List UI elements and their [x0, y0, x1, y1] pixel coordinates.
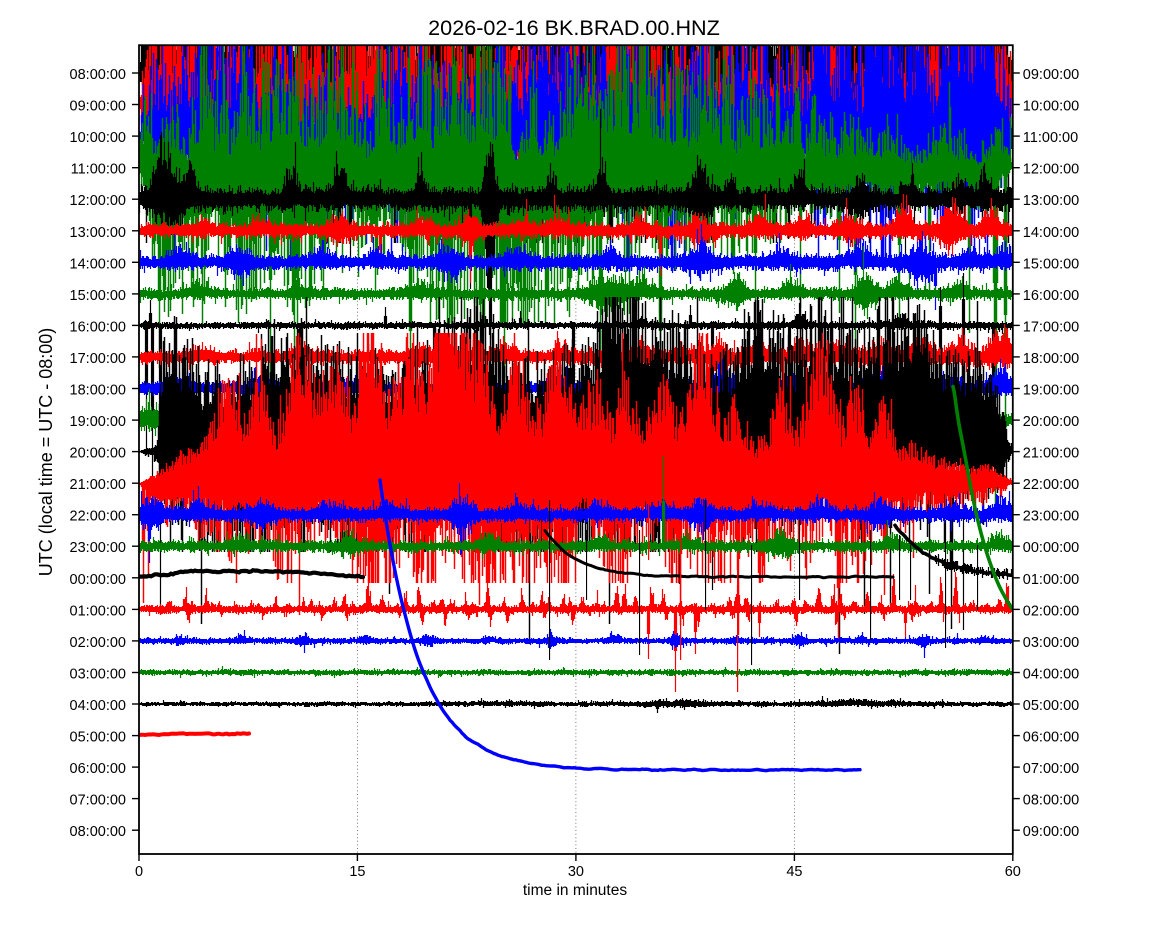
svg-text:16:00:00: 16:00:00: [1023, 288, 1079, 304]
svg-text:09:00:00: 09:00:00: [70, 99, 126, 115]
svg-text:14:00:00: 14:00:00: [1023, 225, 1079, 241]
svg-text:07:00:00: 07:00:00: [70, 793, 126, 809]
svg-text:45: 45: [786, 864, 802, 880]
svg-text:13:00:00: 13:00:00: [1023, 193, 1079, 209]
svg-text:02:00:00: 02:00:00: [70, 635, 126, 651]
svg-text:06:00:00: 06:00:00: [1023, 730, 1079, 746]
svg-text:23:00:00: 23:00:00: [1023, 509, 1079, 525]
svg-text:19:00:00: 19:00:00: [70, 414, 126, 430]
svg-text:05:00:00: 05:00:00: [1023, 698, 1079, 714]
svg-text:12:00:00: 12:00:00: [1023, 162, 1079, 178]
svg-text:14:00:00: 14:00:00: [70, 256, 126, 272]
svg-text:16:00:00: 16:00:00: [70, 319, 126, 335]
svg-text:00:00:00: 00:00:00: [70, 572, 126, 588]
svg-text:19:00:00: 19:00:00: [1023, 383, 1079, 399]
svg-text:09:00:00: 09:00:00: [1023, 67, 1079, 83]
svg-text:11:00:00: 11:00:00: [71, 162, 126, 178]
svg-text:21:00:00: 21:00:00: [1023, 446, 1079, 462]
svg-text:20:00:00: 20:00:00: [1023, 414, 1079, 430]
svg-text:01:00:00: 01:00:00: [70, 603, 126, 619]
svg-text:22:00:00: 22:00:00: [70, 509, 126, 525]
svg-text:10:00:00: 10:00:00: [70, 130, 126, 146]
svg-text:10:00:00: 10:00:00: [1023, 99, 1079, 115]
svg-text:15:00:00: 15:00:00: [1023, 256, 1079, 272]
svg-text:UTC (local time = UTC - 08:00): UTC (local time = UTC - 08:00): [36, 328, 56, 577]
svg-text:2026-02-16 BK.BRAD.00.HNZ: 2026-02-16 BK.BRAD.00.HNZ: [428, 15, 720, 40]
svg-text:06:00:00: 06:00:00: [70, 761, 126, 777]
svg-text:08:00:00: 08:00:00: [70, 824, 126, 840]
svg-text:09:00:00: 09:00:00: [1023, 824, 1079, 840]
svg-text:15: 15: [349, 864, 365, 880]
svg-text:18:00:00: 18:00:00: [1023, 351, 1079, 367]
svg-text:07:00:00: 07:00:00: [1023, 761, 1079, 777]
svg-text:02:00:00: 02:00:00: [1023, 603, 1079, 619]
svg-text:11:00:00: 11:00:00: [1023, 130, 1078, 146]
svg-text:30: 30: [568, 864, 584, 880]
svg-text:03:00:00: 03:00:00: [70, 667, 126, 683]
svg-text:04:00:00: 04:00:00: [70, 698, 126, 714]
svg-text:03:00:00: 03:00:00: [1023, 635, 1079, 651]
svg-text:20:00:00: 20:00:00: [70, 446, 126, 462]
svg-text:time in minutes: time in minutes: [523, 882, 627, 899]
svg-text:08:00:00: 08:00:00: [1023, 793, 1079, 809]
svg-text:18:00:00: 18:00:00: [70, 383, 126, 399]
svg-text:12:00:00: 12:00:00: [70, 193, 126, 209]
svg-text:0: 0: [135, 864, 143, 880]
svg-text:05:00:00: 05:00:00: [70, 730, 126, 746]
svg-text:01:00:00: 01:00:00: [1023, 572, 1079, 588]
svg-text:00:00:00: 00:00:00: [1023, 540, 1079, 556]
svg-text:22:00:00: 22:00:00: [1023, 477, 1079, 493]
svg-text:15:00:00: 15:00:00: [70, 288, 126, 304]
svg-text:17:00:00: 17:00:00: [70, 351, 126, 367]
svg-text:04:00:00: 04:00:00: [1023, 667, 1079, 683]
svg-text:60: 60: [1005, 864, 1021, 880]
svg-text:21:00:00: 21:00:00: [70, 477, 126, 493]
svg-text:08:00:00: 08:00:00: [70, 67, 126, 83]
svg-text:17:00:00: 17:00:00: [1023, 319, 1079, 335]
svg-text:23:00:00: 23:00:00: [70, 540, 126, 556]
svg-text:13:00:00: 13:00:00: [70, 225, 126, 241]
